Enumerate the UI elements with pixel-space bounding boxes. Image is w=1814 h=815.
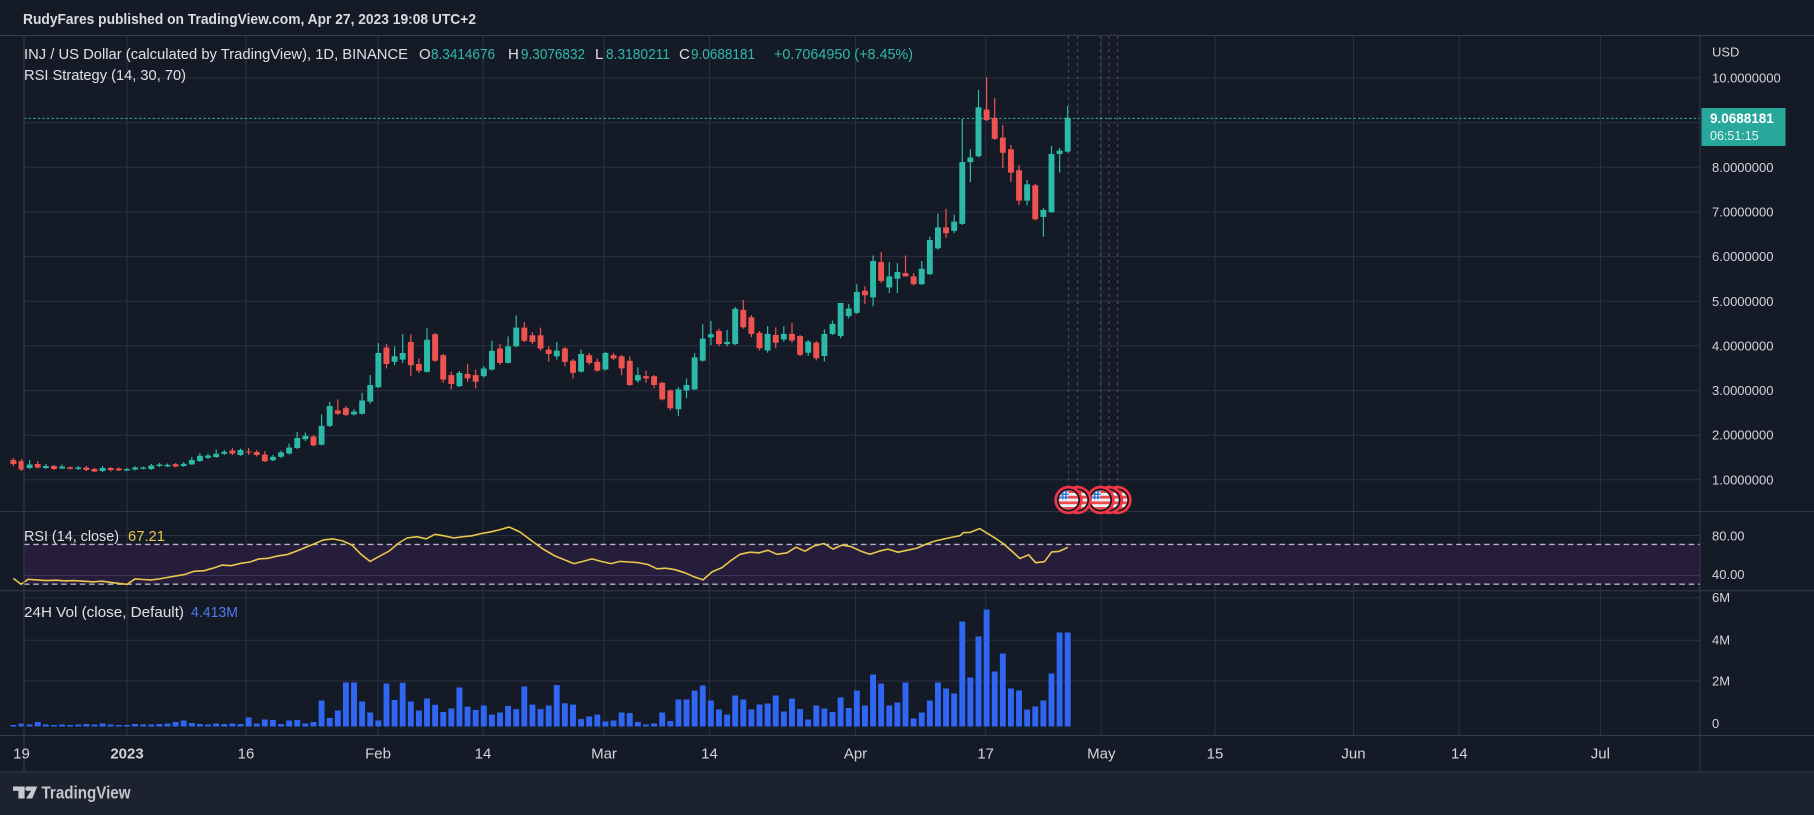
svg-text:6M: 6M <box>1712 590 1730 605</box>
svg-text:1.0000000: 1.0000000 <box>1712 472 1773 487</box>
svg-text:24H Vol (close, Default): 24H Vol (close, Default) <box>24 604 184 621</box>
svg-text:3.0000000: 3.0000000 <box>1712 383 1773 398</box>
svg-text:19: 19 <box>13 746 30 763</box>
svg-text:Feb: Feb <box>365 746 391 763</box>
svg-text:80.00: 80.00 <box>1712 528 1745 543</box>
svg-text:Mar: Mar <box>591 746 617 763</box>
svg-text:8.3180211: 8.3180211 <box>606 46 670 63</box>
svg-text:7.0000000: 7.0000000 <box>1712 204 1773 219</box>
svg-text:Jul: Jul <box>1591 746 1610 763</box>
svg-text:9.3076832: 9.3076832 <box>521 46 585 63</box>
svg-text:Apr: Apr <box>844 746 867 763</box>
svg-text:17: 17 <box>977 746 994 763</box>
svg-text:RSI Strategy (14, 30, 70): RSI Strategy (14, 30, 70) <box>24 67 186 84</box>
svg-text:40.00: 40.00 <box>1712 567 1745 582</box>
svg-text:INJ / US Dollar (calculated by: INJ / US Dollar (calculated by TradingVi… <box>24 46 408 63</box>
svg-text:H: H <box>508 46 519 63</box>
svg-text:Jun: Jun <box>1341 746 1365 763</box>
svg-text:15: 15 <box>1207 746 1224 763</box>
svg-text:L: L <box>595 46 603 63</box>
svg-text:O: O <box>419 46 431 63</box>
svg-text:2.0000000: 2.0000000 <box>1712 428 1773 443</box>
svg-text:10.0000000: 10.0000000 <box>1712 71 1781 86</box>
svg-text:9.0688181: 9.0688181 <box>1710 111 1774 126</box>
svg-text:May: May <box>1087 746 1116 763</box>
svg-text:USD: USD <box>1712 45 1739 60</box>
svg-text:16: 16 <box>238 746 255 763</box>
svg-text:4M: 4M <box>1712 633 1730 648</box>
svg-text:2M: 2M <box>1712 674 1730 689</box>
svg-text:0: 0 <box>1712 716 1719 731</box>
svg-text:14: 14 <box>475 746 492 763</box>
svg-text:+0.7064950 (+8.45%): +0.7064950 (+8.45%) <box>774 46 913 63</box>
svg-text:14: 14 <box>1451 746 1468 763</box>
svg-text:6.0000000: 6.0000000 <box>1712 249 1773 264</box>
svg-text:RSI (14, close): RSI (14, close) <box>24 528 119 545</box>
svg-text:06:51:15: 06:51:15 <box>1710 129 1759 143</box>
svg-text:9.0688181: 9.0688181 <box>691 46 755 63</box>
svg-text:5.0000000: 5.0000000 <box>1712 294 1773 309</box>
svg-text:2023: 2023 <box>110 746 143 763</box>
svg-text:C: C <box>679 46 690 63</box>
svg-text:4.0000000: 4.0000000 <box>1712 338 1773 353</box>
svg-text:RudyFares published on Trading: RudyFares published on TradingView.com, … <box>23 11 476 28</box>
svg-text:14: 14 <box>701 746 718 763</box>
svg-text:TradingView: TradingView <box>42 783 131 803</box>
svg-text:8.0000000: 8.0000000 <box>1712 160 1773 175</box>
svg-text:8.3414676: 8.3414676 <box>431 46 495 63</box>
svg-text:4.413M: 4.413M <box>191 604 238 621</box>
svg-text:67.21: 67.21 <box>128 528 165 545</box>
